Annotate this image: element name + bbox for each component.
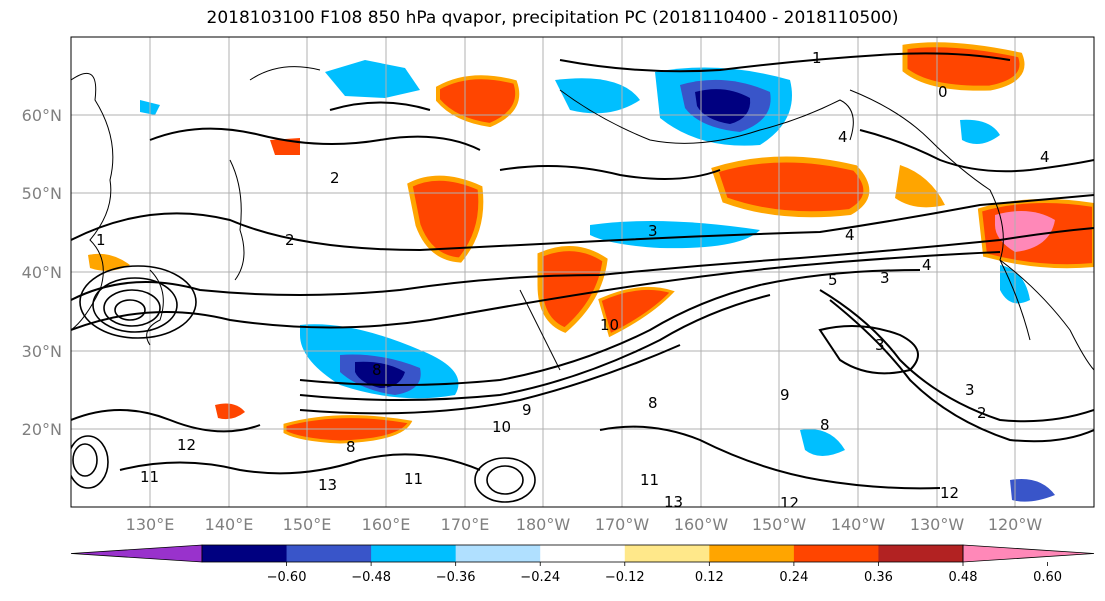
svg-text:8: 8: [346, 438, 356, 456]
colorbar-tick-label: −0.60: [267, 570, 307, 585]
colorbar-segment: [709, 545, 795, 562]
colorbar-outline: [201, 544, 964, 563]
svg-text:2: 2: [285, 231, 295, 249]
lon-label: 150°W: [752, 515, 807, 534]
colorbar-tick-label: −0.48: [351, 570, 391, 585]
svg-text:3: 3: [965, 381, 975, 399]
colorbar-tick-label: 0.60: [1033, 570, 1062, 585]
lon-label: 160°W: [674, 515, 729, 534]
svg-text:10: 10: [492, 418, 511, 436]
colorbar-extend-high: [962, 544, 1095, 563]
svg-text:12: 12: [780, 494, 799, 512]
svg-text:3: 3: [875, 336, 885, 354]
colorbar-segment: [371, 545, 457, 562]
colorbar-segment: [202, 545, 288, 562]
colorbar-segment: [455, 545, 541, 562]
colorbar-tick-label: 0.12: [695, 570, 724, 585]
svg-text:8: 8: [820, 416, 830, 434]
svg-text:11: 11: [140, 468, 159, 486]
svg-text:8: 8: [648, 394, 658, 412]
svg-text:4: 4: [922, 256, 932, 274]
colorbar-tick-label: −0.36: [436, 570, 476, 585]
svg-text:8: 8: [372, 361, 382, 379]
lon-label: 140°W: [831, 515, 886, 534]
lon-label: 130°W: [910, 515, 965, 534]
colorbar-segment: [878, 545, 964, 562]
lon-label: 150°E: [283, 515, 332, 534]
colorbar-segment: [540, 545, 626, 562]
contour-labels: 1 0 4 4 2 2 1 3 4 5 3 4 3 3 2 8 10 9 8 9…: [96, 49, 1050, 512]
svg-text:10: 10: [600, 316, 619, 334]
colorbar-segment: [793, 545, 879, 562]
lat-labels: 60°N 50°N 40°N 30°N 20°N: [22, 106, 62, 439]
colorbar-tick-label: −0.24: [520, 570, 560, 585]
svg-text:12: 12: [177, 436, 196, 454]
svg-text:9: 9: [522, 401, 532, 419]
svg-text:13: 13: [664, 493, 683, 511]
svg-text:3: 3: [880, 269, 890, 287]
colorbar-segment: [624, 545, 710, 562]
lat-label-30: 30°N: [22, 342, 62, 361]
svg-text:13: 13: [318, 476, 337, 494]
svg-text:5: 5: [828, 271, 838, 289]
lon-label: 130°E: [126, 515, 175, 534]
svg-text:1: 1: [812, 49, 822, 67]
lon-label: 180°W: [516, 515, 571, 534]
svg-text:4: 4: [845, 226, 855, 244]
colorbar-tick-label: −0.12: [605, 570, 645, 585]
colorbar-tick-label: 0.48: [949, 570, 978, 585]
svg-text:3: 3: [648, 222, 658, 240]
map-title: 2018103100 F108 850 hPa qvapor, precipit…: [206, 8, 899, 28]
contour-lines: [71, 52, 1094, 490]
svg-text:12: 12: [940, 484, 959, 502]
lon-label: 120°W: [988, 515, 1043, 534]
gridlines: [71, 37, 1094, 507]
cyclone-contours: [71, 265, 536, 503]
lat-label-60: 60°N: [22, 106, 62, 125]
colorbar-tick-label: 0.36: [864, 570, 893, 585]
lon-label: 170°W: [595, 515, 650, 534]
colorbar: −0.60 −0.48 −0.36 −0.24 −0.12 0.12 0.24 0.36 0.4…: [70, 544, 1095, 585]
colorbar-segment: [286, 545, 372, 562]
svg-text:9: 9: [780, 386, 790, 404]
lat-label-40: 40°N: [22, 263, 62, 282]
svg-text:11: 11: [404, 470, 423, 488]
svg-text:2: 2: [330, 169, 340, 187]
plot-frame: [70, 36, 1095, 508]
svg-text:1: 1: [96, 231, 106, 249]
lon-labels: 130°E 140°E 150°E 160°E 170°E 180°W 170°…: [126, 515, 1043, 534]
colorbar-extend-low: [70, 544, 203, 563]
svg-text:11: 11: [640, 471, 659, 489]
lat-label-50: 50°N: [22, 184, 62, 203]
svg-text:0: 0: [938, 83, 948, 101]
svg-text:2: 2: [977, 404, 987, 422]
svg-text:4: 4: [838, 128, 848, 146]
lat-label-20: 20°N: [22, 420, 62, 439]
lon-label: 160°E: [362, 515, 411, 534]
lon-label: 170°E: [441, 515, 490, 534]
lon-label: 140°E: [205, 515, 254, 534]
colorbar-tick-label: 0.24: [779, 570, 808, 585]
svg-text:4: 4: [1040, 148, 1050, 166]
